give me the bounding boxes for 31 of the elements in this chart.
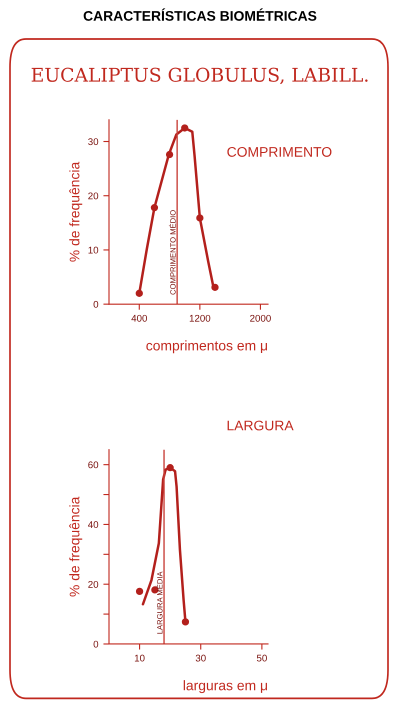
point (150, 204, 158, 212)
x-tick-label: 30 (196, 654, 206, 662)
x-tick-label: 10 (134, 654, 145, 662)
y-axis-title: % de frequência (69, 496, 82, 597)
y-tick-label: 40 (88, 521, 98, 528)
y-tick-label: 10 (88, 246, 98, 254)
y-tick-label: 30 (88, 138, 98, 146)
x-tick-label: 2000 (250, 314, 271, 322)
y-tick-label: 20 (88, 580, 98, 588)
x-axis-title: comprimentos em μ (146, 340, 267, 354)
y-tick-label: 0 (94, 300, 98, 308)
point (136, 290, 143, 297)
annotation: COMPRIMENTO (227, 146, 332, 157)
point (196, 214, 204, 222)
point (166, 464, 174, 472)
point (181, 124, 188, 132)
x-tick-label: 50 (256, 654, 267, 662)
point (136, 588, 144, 596)
point (211, 284, 219, 291)
point (166, 150, 174, 158)
y-axis-title: % de frequência (69, 162, 82, 262)
chart-title: CARACTERÍSTICAS BIOMÉTRICAS (84, 8, 316, 21)
x-tick-label: 1200 (190, 314, 210, 322)
y-tick-label: 60 (88, 461, 98, 468)
x-axis-title: larguras em μ (184, 680, 267, 694)
y-tick-label: 0 (94, 640, 98, 648)
chart-subtitle: EUCALIPTUS GLOBULUS, LABILL. (32, 68, 368, 84)
x-tick-label: 400 (131, 314, 148, 322)
chart-title: LARGURA (228, 420, 294, 430)
y-tick-label: 20 (88, 192, 98, 200)
point (182, 618, 190, 626)
